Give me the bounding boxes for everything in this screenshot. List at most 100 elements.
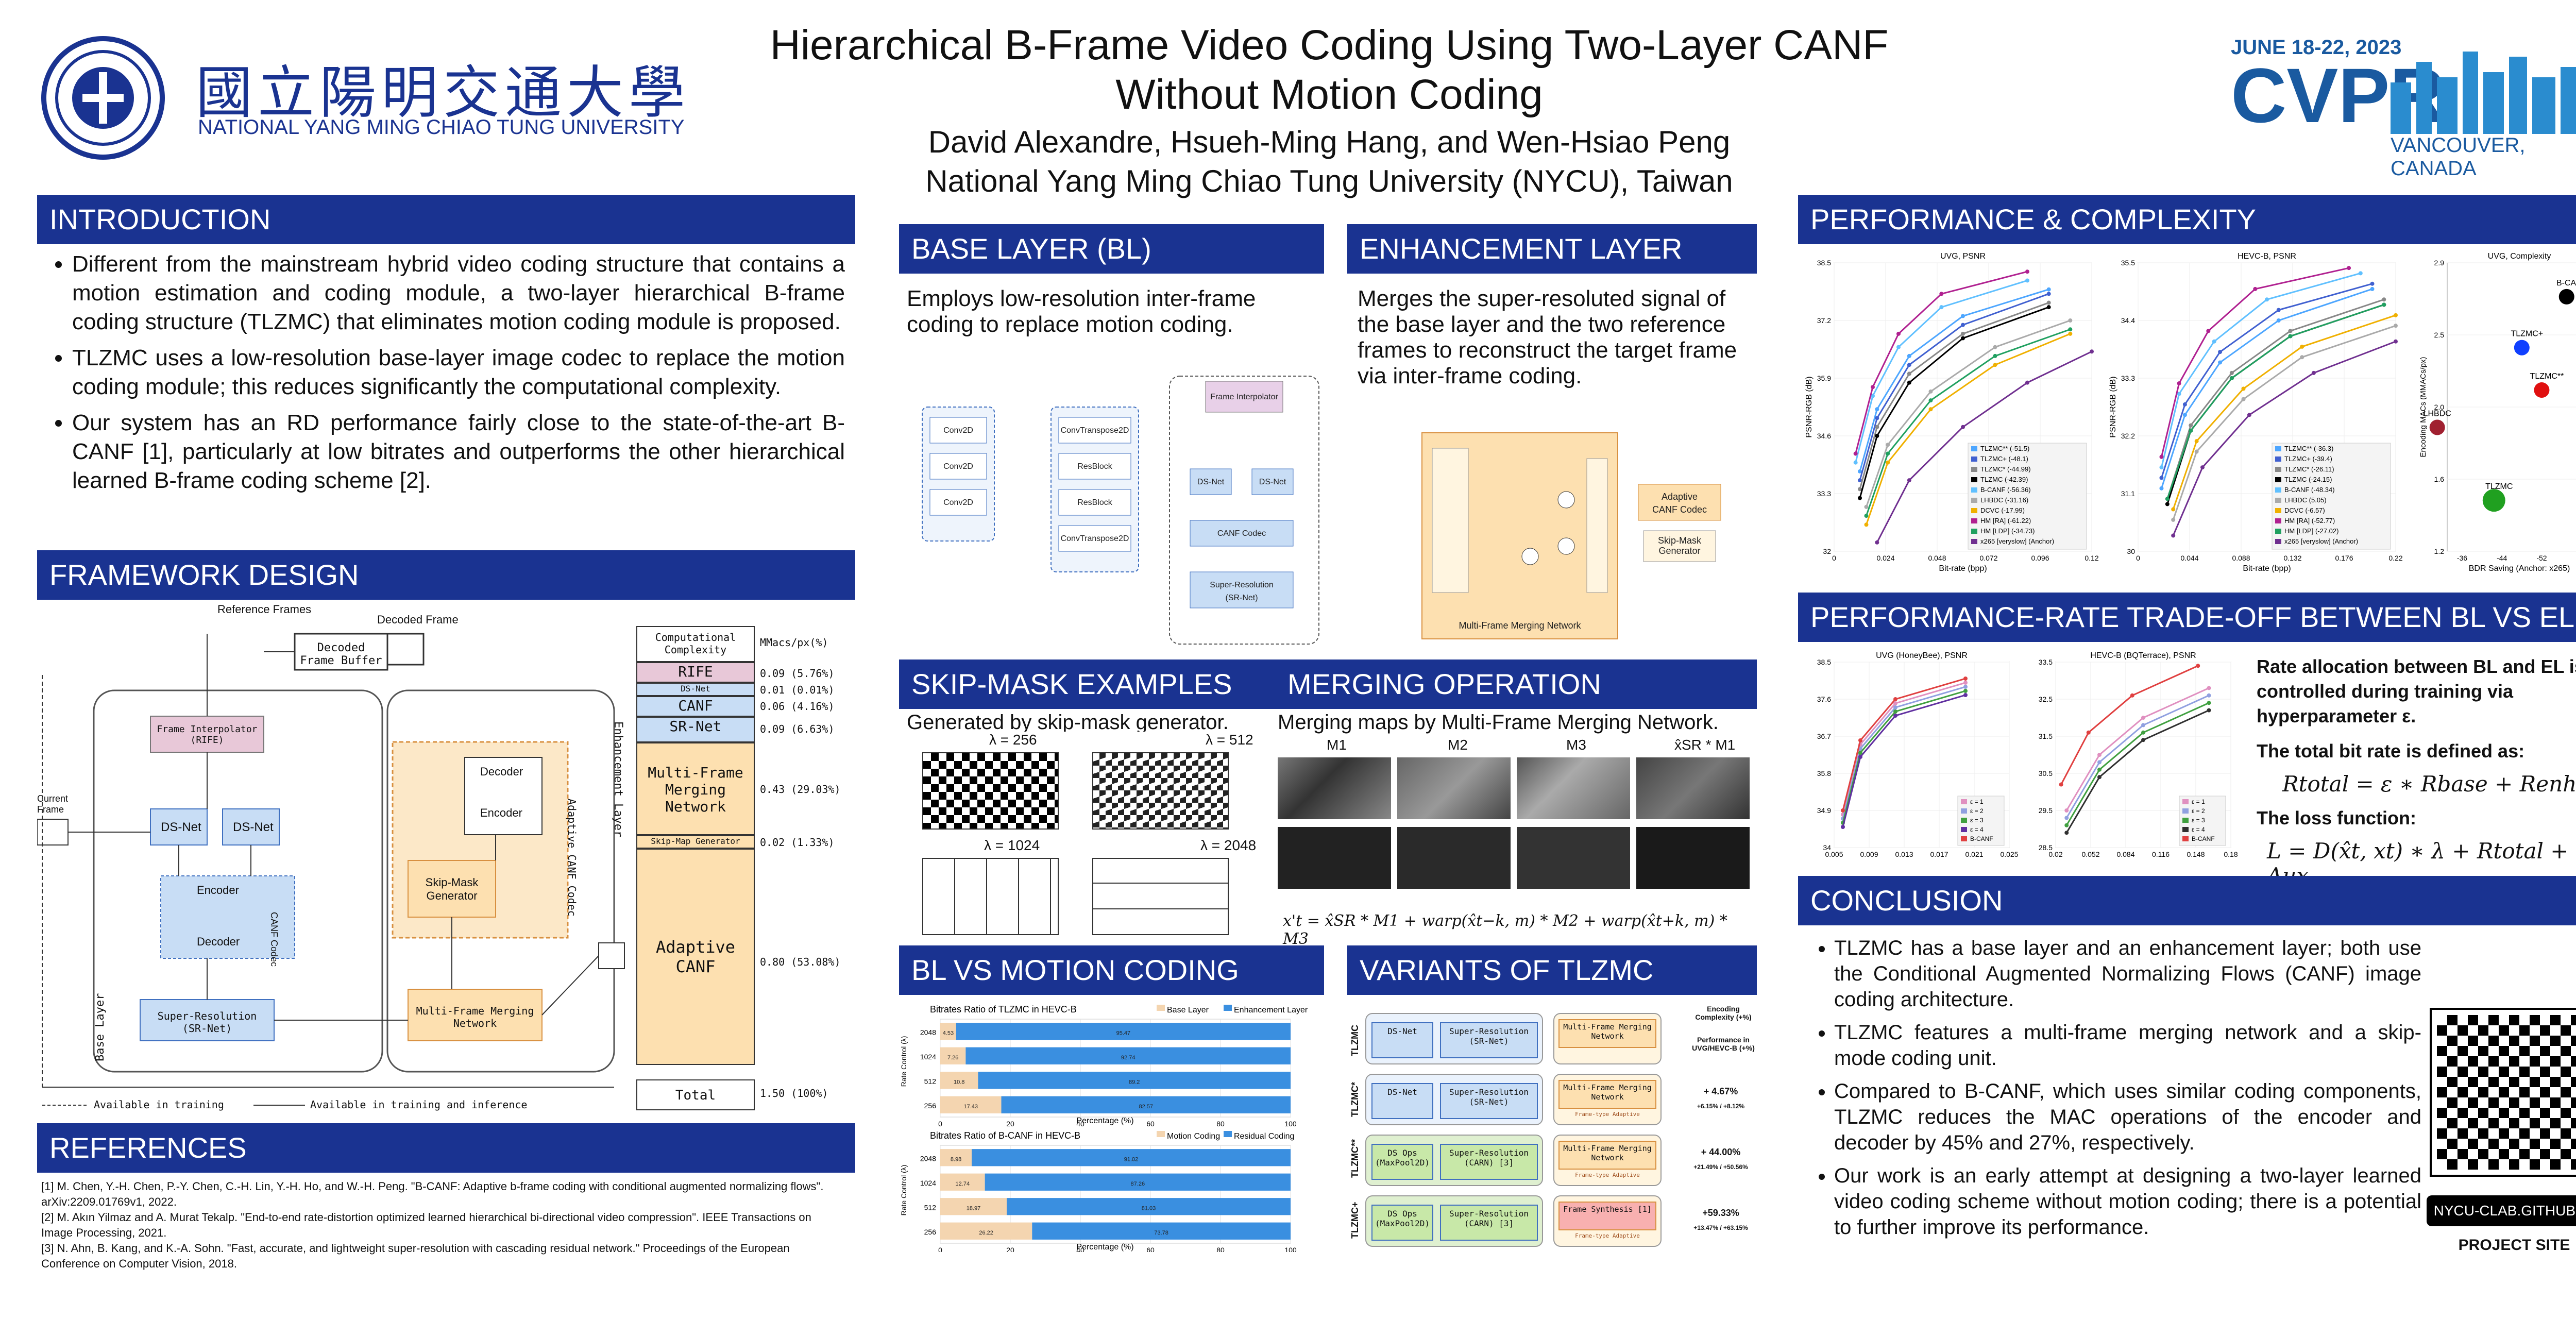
qr-code[interactable] <box>2430 1008 2576 1177</box>
uvg-point-0-1 <box>1875 407 1879 412</box>
uvg-point-5-1 <box>1886 443 1890 447</box>
hevc-ytick-5: 30 <box>2127 547 2135 555</box>
hevc-xlabel: Bit-rate (bpp) <box>2243 564 2291 573</box>
table-row-mfmn: Multi-Frame Merging Network <box>636 742 755 835</box>
hevc-xtick-3: 0.132 <box>2283 554 2301 562</box>
hevc-point-7-1 <box>2177 381 2181 386</box>
table-val-canf: 0.06 (4.16%) <box>760 700 835 713</box>
hevc-xtick-5: 0.22 <box>2388 554 2402 562</box>
hevc-point-8-2 <box>2229 376 2234 380</box>
fd-adaptive-canf: Adaptive CANF Codec <box>566 799 578 917</box>
merging-map-2 <box>1397 827 1511 889</box>
hevc-point-0-2 <box>2218 360 2223 365</box>
cplx-label-TLZMC**: TLZMC** <box>2530 372 2564 381</box>
hevc-point-9-0 <box>2171 533 2176 538</box>
hevc-legend-label-5: LHBDC (5.05) <box>2284 496 2327 504</box>
uvg-legend-swatch-1 <box>1971 456 1977 462</box>
title-block: Hierarchical B-Frame Video Coding Using … <box>670 21 1989 201</box>
skip-mask-image-256 <box>922 752 1059 830</box>
merging-label-sr: x̂SR * M1 <box>1674 737 1736 753</box>
uvg-point-0-0 <box>1858 469 1862 474</box>
uvg-point-4-0 <box>1853 460 1858 465</box>
bar2-label-256-1: 73.78 <box>1154 1230 1168 1236</box>
conclusion-header: CONCLUSION <box>1798 876 2576 925</box>
enh-layer-desc: Merges the super-resoluted signal of the… <box>1358 286 1737 388</box>
hevc-point-0-4 <box>2370 286 2375 291</box>
uvg-title: UVG, PSNR <box>1940 252 1986 261</box>
fd-skip-mask: Skip-Mask Generator <box>425 876 479 902</box>
svg-text:Frame Interpolator: Frame Interpolator <box>1210 393 1278 401</box>
bar2-label-256-0: 26.22 <box>979 1230 993 1236</box>
fd-canf-codec: CANF Codec <box>269 912 279 967</box>
honeybee-xtick-1: 0.009 <box>1860 850 1878 858</box>
poster-title-2: Without Motion Coding <box>1115 71 1543 118</box>
honeybee-xtick-3: 0.017 <box>1930 850 1948 858</box>
uvg-ytick-1: 37.2 <box>1817 316 1831 325</box>
table-val-srnet: 0.09 (6.63%) <box>760 723 835 735</box>
performance-charts: 0 38.5 0.024 37.2 0.048 35.9 0.072 34.6 0.096 33.… <box>1798 247 2576 598</box>
tradeoff-header: PERFORMANCE-RATE TRADE-OFF BETWEEN BL VS… <box>1798 593 2576 642</box>
cplx-ytick-1: 2.5 <box>2434 331 2445 339</box>
skip-mask-image-2048 <box>1092 858 1229 935</box>
bar2-xtick-0: 0 <box>938 1246 942 1252</box>
hevc-point-4-2 <box>2212 339 2216 344</box>
bqterrace-point-1-2 <box>2141 723 2145 728</box>
svg-text:Super-Resolution: Super-Resolution <box>1210 581 1274 589</box>
hevc-point-5-4 <box>2394 324 2398 328</box>
honeybee-legend-swatch-4 <box>1961 836 1967 841</box>
uvg-point-7-1 <box>1871 385 1875 390</box>
cplx-point-TLZMC <box>2482 489 2505 512</box>
honeybee-xtick-0: 0.005 <box>1825 850 1843 858</box>
bqterrace-point-0-2 <box>2141 716 2145 720</box>
bar2-ytick-256: 256 <box>924 1228 937 1236</box>
table-row-canf: CANF <box>636 696 755 717</box>
bar2-bar-1024-1 <box>985 1173 1291 1191</box>
bar1-xtick-100: 100 <box>1284 1120 1297 1128</box>
bar2-label-512-0: 18.97 <box>967 1205 981 1211</box>
skip-mask-image-512 <box>1092 752 1229 830</box>
honeybee-point-3-1 <box>1858 755 1862 759</box>
bar2-bar-2048-1 <box>972 1149 1291 1166</box>
hevc-point-6-2 <box>2241 386 2246 391</box>
bar2-xtick-20: 20 <box>1006 1246 1014 1252</box>
bqterrace-point-4-1 <box>2086 730 2091 735</box>
bqterrace-point-3-2 <box>2141 738 2145 742</box>
uvg-point-1-1 <box>1875 416 1879 420</box>
bqterrace-ytick-2: 31.5 <box>2039 732 2053 740</box>
honeybee-point-3-0 <box>1841 825 1845 829</box>
bqterrace-legend-swatch-2 <box>2182 818 2189 823</box>
bqterrace-legend-swatch-3 <box>2182 827 2189 832</box>
hevc-legend-swatch-7 <box>2275 518 2281 523</box>
bqterrace-point-4-2 <box>2130 693 2134 698</box>
tradeoff-formula1: Rtotal = ε ∗ Rbase + Renh <box>2282 771 2576 797</box>
honeybee-ytick-4: 34.9 <box>1817 806 1831 815</box>
honeybee-point-4-0 <box>1841 808 1845 813</box>
uvg-point-1-3 <box>1961 323 1965 327</box>
bqterrace-ytick-0: 33.5 <box>2039 658 2053 666</box>
uvg-point-6-0 <box>1864 522 1869 527</box>
honeybee-point-4-2 <box>1893 697 1897 701</box>
bqterrace-ytick-1: 32.5 <box>2039 695 2053 703</box>
hevc-legend-label-6: DCVC (-6.57) <box>2284 506 2325 514</box>
bar1-label-512-1: 89.2 <box>1129 1079 1140 1085</box>
merging-images: M1 M2 M3 x̂SR * M1 x't = x̂SR * M1 + war… <box>1278 737 1757 948</box>
vancouver-skyline-icon <box>2391 52 2576 134</box>
bar2-bar-1024-0 <box>940 1173 985 1191</box>
uvg-point-2-3 <box>1961 331 1965 336</box>
honeybee-ytick-5: 34 <box>1823 843 1831 852</box>
references-header: REFERENCES <box>37 1123 855 1173</box>
honeybee-ytick-3: 35.8 <box>1817 769 1831 777</box>
table-val-total: 1.50 (100%) <box>760 1087 828 1100</box>
uvg-legend-swatch-9 <box>1971 539 1977 544</box>
hevc-point-1-2 <box>2218 350 2223 354</box>
qr-url[interactable]: NYCU-CLAB.GITHUB.IO <box>2427 1195 2576 1226</box>
honeybee-ytick-2: 36.7 <box>1817 732 1831 740</box>
variant-b: Super-Resolution (SR-Net) <box>1440 1022 1538 1058</box>
bar2-bar-256-1 <box>1032 1222 1291 1240</box>
variant-perf: +6.15% / +8.12% <box>1697 1103 1745 1110</box>
bar1-bar-256-1 <box>1001 1096 1291 1113</box>
uvg-legend-label-8: HM [LDP] (-34.73) <box>1980 527 2035 535</box>
svg-text:CANF Codec: CANF Codec <box>1217 529 1266 538</box>
hevc-point-0-3 <box>2276 318 2281 323</box>
uvg-xtick-3: 0.072 <box>1979 554 1997 562</box>
